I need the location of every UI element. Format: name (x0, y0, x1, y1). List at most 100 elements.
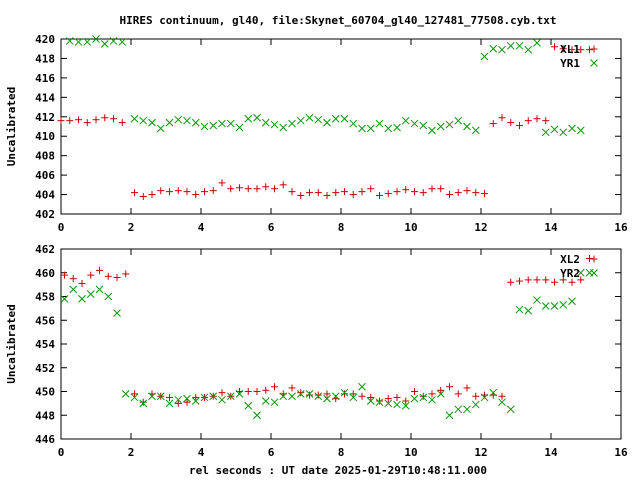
data-point-YR1 (340, 114, 349, 123)
data-point-XL1 (498, 114, 506, 122)
data-point-XL1 (349, 191, 357, 199)
y-axis-label: Uncalibrated (5, 304, 18, 383)
data-point-XL1 (279, 181, 287, 189)
x-tick-label: 14 (544, 446, 558, 459)
data-point-XL2 (271, 383, 278, 391)
data-point-XL1 (577, 46, 585, 54)
data-point-XL1 (402, 186, 410, 194)
data-point-YR1 (506, 41, 515, 50)
data-point-YR1 (288, 119, 296, 128)
data-point-XL2 (524, 276, 532, 284)
data-point-XL2 (428, 390, 436, 398)
data-point-XL1 (244, 185, 252, 193)
data-point-YR2 (261, 397, 270, 405)
x-tick-label: 12 (474, 446, 487, 459)
data-point-XL1 (411, 188, 418, 196)
data-point-XL2 (507, 278, 515, 286)
data-point-YR2 (148, 392, 156, 401)
data-point-YR1 (524, 45, 533, 54)
data-point-YR1 (331, 114, 340, 123)
x-tick-label: 2 (128, 446, 135, 459)
data-point-YR2 (174, 395, 183, 404)
data-point-XL1 (393, 188, 401, 196)
data-point-YR2 (139, 399, 148, 408)
data-point-XL1 (92, 116, 100, 124)
y-tick-label: 410 (35, 130, 55, 143)
bottom-panel: 0 2 4 6 8 10 12 14 16 446 448 450 452 454 456 458 460 462… (5, 243, 628, 459)
data-point-YR2 (165, 399, 174, 408)
data-point-YR1 (209, 121, 218, 130)
x-tick-label: 0 (58, 446, 65, 459)
data-point-XL1 (131, 189, 138, 197)
data-point-XL2 (472, 392, 480, 400)
data-point-YR1 (576, 126, 585, 135)
data-point-YR1 (541, 128, 550, 137)
data-point-YR1 (92, 35, 100, 43)
data-point-YR2 (401, 401, 410, 410)
data-point-YR2 (104, 292, 113, 301)
data-point-YR2 (515, 305, 524, 314)
data-point-XL1 (227, 185, 235, 193)
y-tick-label: 420 (35, 33, 55, 46)
data-point-YR1 (218, 119, 226, 128)
data-point-XL1 (306, 189, 313, 197)
data-point-YR2 (436, 390, 445, 398)
data-point-YR1 (270, 120, 279, 129)
series-YR1 (65, 35, 585, 137)
data-point-XL2 (174, 399, 182, 407)
data-point-YR1 (253, 113, 261, 122)
x-tick-label: 4 (198, 221, 205, 234)
data-point-YR2 (445, 411, 454, 420)
data-point-XL1 (66, 117, 74, 125)
data-point-XL1 (454, 189, 462, 197)
data-point-YR2 (349, 393, 358, 402)
data-point-YR2 (480, 393, 489, 402)
data-point-XL1 (419, 189, 427, 197)
data-point-XL2 (516, 277, 523, 285)
data-point-XL1 (192, 191, 200, 199)
data-point-XL1 (542, 117, 550, 125)
legend-label: XL1 (560, 43, 580, 56)
data-point-YR1 (165, 118, 174, 127)
y-tick-label: 452 (35, 362, 55, 375)
data-point-YR1 (401, 116, 410, 125)
x-tick-label: 16 (614, 221, 628, 234)
data-point-XL2 (542, 276, 550, 284)
data-point-XL1 (139, 193, 147, 200)
x-tick-label: 4 (198, 446, 205, 459)
y-axis-label: Uncalibrated (5, 87, 18, 166)
data-point-XL2 (376, 397, 383, 405)
x-tick-label: 8 (338, 221, 345, 234)
data-point-XL1 (376, 192, 383, 200)
data-point-XL1 (201, 188, 208, 196)
y-tick-label: 414 (35, 91, 55, 104)
data-point-YR2 (235, 390, 244, 398)
data-point-YR2 (489, 388, 498, 397)
data-point-YR2 (393, 400, 401, 409)
data-point-YR1 (463, 122, 471, 131)
data-point-YR2 (463, 405, 471, 414)
data-point-XL2 (104, 272, 112, 280)
data-point-YR2 (183, 394, 191, 403)
data-point-XL2 (113, 274, 121, 281)
legend-marker (590, 59, 598, 67)
data-point-YR1 (410, 119, 419, 128)
data-point-XL2 (314, 391, 322, 399)
data-point-XL1 (533, 115, 541, 123)
data-point-YR2 (384, 399, 393, 408)
data-point-XL2 (577, 276, 585, 284)
data-point-YR1 (375, 119, 384, 128)
y-tick-label: 456 (35, 314, 55, 327)
data-point-YR1 (100, 40, 109, 48)
data-point-XL2 (323, 390, 331, 398)
data-point-YR1 (419, 121, 428, 130)
x-tick-label: 6 (268, 446, 275, 459)
data-point-XL1 (209, 187, 217, 195)
data-point-YR2 (533, 296, 541, 304)
data-point-XL1 (83, 119, 91, 127)
data-point-YR2 (419, 393, 428, 402)
data-point-XL1 (384, 190, 392, 198)
data-point-YR1 (296, 116, 305, 125)
data-point-XL1 (586, 46, 593, 54)
data-point-YR1 (568, 124, 576, 133)
